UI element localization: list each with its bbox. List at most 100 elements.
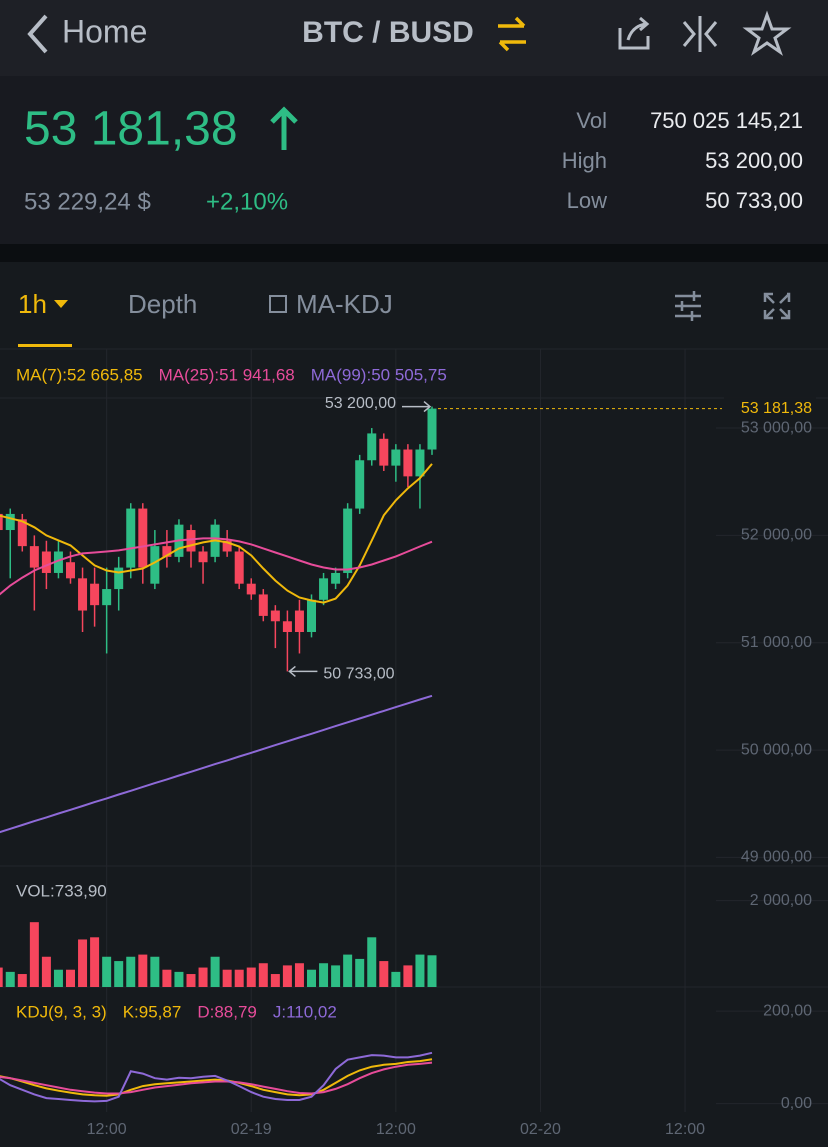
volume-bar [102,956,112,987]
y-tick-label: 49 000,00 [741,849,812,866]
volume-bar [17,974,27,987]
kdj-line [0,1061,433,1095]
candle-body [307,599,316,632]
candle-body [343,508,353,573]
candle-body [403,449,413,477]
x-tick-label: 02-20 [520,1121,561,1138]
high-arrow [402,401,432,413]
candle-body [150,546,160,584]
separator [0,244,828,262]
volume-bar [186,974,196,987]
volume-bar [126,956,136,987]
candle-body [379,438,389,466]
kdj-legend: KDJ(9, 3, 3) [16,1002,107,1021]
candle-body [0,513,3,531]
x-tick-label: 12:00 [376,1121,416,1138]
volume-bar [114,961,124,987]
up-arrow [270,106,298,150]
pair-title: BTC / BUSD [302,16,474,49]
depth-tab[interactable]: Depth [128,289,197,319]
compare-icon[interactable] [682,16,718,52]
ma-line [0,537,433,596]
y-tick-label: 53 000,00 [741,419,812,436]
candle-body [17,519,27,547]
volume-bar [331,965,341,987]
volume-bar [307,969,316,987]
ticker-panel [0,76,828,244]
stat-value: 750 025 145,21 [650,108,803,133]
interval-tab[interactable]: 1h [18,289,47,319]
volume-bar [210,956,220,987]
kdj-line [0,1058,433,1097]
candle-body [367,433,377,461]
share-icon[interactable] [618,16,650,50]
back-icon[interactable] [27,14,48,54]
candle-body [90,583,100,606]
candle-body [258,594,268,616]
volume-bar [90,937,100,987]
back-label[interactable]: Home [62,13,147,49]
volume-bar [294,963,304,987]
volume-bar [53,969,63,987]
kdj-line [0,1051,433,1103]
volume-bar [174,971,184,987]
volume-bar [0,967,3,987]
volume-bar [403,965,413,987]
stat-value: 50 733,00 [705,188,803,213]
volume-bar [415,954,425,987]
favorite-icon[interactable] [742,10,792,56]
candle-body [102,589,112,606]
candle-body [53,551,63,573]
volume-bar [246,967,256,987]
kdj-legend: K:95,87 [123,1002,182,1021]
y-tick-label: 2 000,00 [750,892,812,909]
volume-bar [198,967,208,987]
candle-body [41,551,51,573]
fiat-price: 53 229,24 $ [24,188,151,215]
y-tick-label: 50 000,00 [741,741,812,758]
volume-bar [427,955,437,987]
kdj-legend: D:88,79 [197,1002,257,1021]
volume-bar [138,954,148,987]
candle-body [126,508,136,568]
candle-body [294,610,304,632]
chart-panel [0,262,828,1147]
ma-legend: MA(7):52 665,85 [16,365,143,384]
kdj-legend: J:110,02 [273,1002,337,1021]
y-tick-label: 51 000,00 [741,634,812,651]
settings-icon[interactable] [675,291,701,321]
candle-body [29,546,39,568]
volume-bar [319,963,329,987]
volume-bar [282,965,292,987]
x-tick-label: 02-19 [231,1121,272,1138]
candle-body [234,551,244,584]
volume-bar [270,974,280,987]
candle-body [355,460,365,509]
indicator-tab[interactable]: MA-KDJ [296,289,393,319]
ma-line [0,694,433,834]
candle-body [138,508,148,568]
volume-bar [258,963,268,987]
volume-bar [355,958,365,987]
indicator-icon[interactable] [269,295,287,313]
fullscreen-icon[interactable] [763,292,791,320]
candle-body [246,583,256,595]
low-label: 50 733,00 [323,666,394,683]
swap-icon[interactable] [498,16,526,52]
candle-body [114,567,124,590]
last-price-bg [724,397,816,420]
ma-legend: MA(99):50 505,75 [311,365,447,384]
volume-bar [222,969,232,987]
candle-body [162,546,172,557]
stat-value: 53 200,00 [705,148,803,173]
stat-label: High [562,148,607,173]
candle-body [222,540,232,552]
tab-underline [18,344,72,347]
stat-label: Low [567,188,607,213]
x-tick-label: 12:00 [665,1121,705,1138]
candle-body [427,408,437,450]
volume-bar [150,956,160,987]
interval-caret[interactable] [54,300,68,308]
